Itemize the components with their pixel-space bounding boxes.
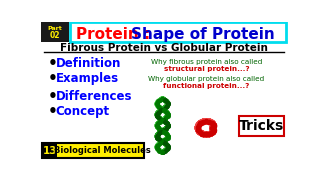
Text: Fibrous Protein vs Globular Protein: Fibrous Protein vs Globular Protein [60,43,268,53]
Text: •: • [48,89,58,104]
Text: •: • [48,56,58,71]
Text: 02: 02 [50,31,60,40]
Text: Definition: Definition [55,57,121,70]
Text: •: • [48,104,58,119]
Text: Biological Molecules: Biological Molecules [54,147,150,156]
Text: Part: Part [48,26,62,31]
FancyBboxPatch shape [42,143,144,158]
FancyBboxPatch shape [239,116,284,136]
Text: Differences: Differences [55,90,132,103]
FancyBboxPatch shape [70,22,286,42]
Text: Examples: Examples [55,72,119,85]
Text: Protein :: Protein : [76,27,156,42]
Text: •: • [48,71,58,86]
Text: Why fibrous protein also called: Why fibrous protein also called [151,59,262,65]
Text: Shape of Protein: Shape of Protein [132,27,275,42]
Text: 13: 13 [43,146,57,156]
Text: functional protein...?: functional protein...? [164,83,250,89]
FancyBboxPatch shape [42,144,57,157]
Text: Why globular protein also called: Why globular protein also called [148,76,265,82]
FancyBboxPatch shape [41,22,69,42]
Text: Concept: Concept [55,105,110,118]
Text: structural protein...?: structural protein...? [164,66,249,72]
Text: Tricks: Tricks [239,119,284,132]
